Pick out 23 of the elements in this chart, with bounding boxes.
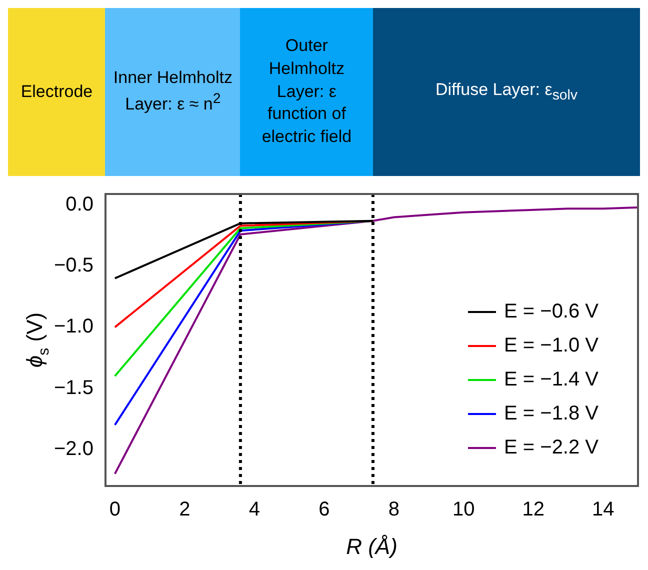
x-tick-label: 8 [388, 498, 400, 521]
y-tick-label: −0.5 [54, 254, 94, 277]
text: Diffuse Layer: ε$_{solv}$ [435, 78, 578, 106]
y-axis-title: ϕs (V) [22, 312, 53, 368]
text: Electrode [20, 80, 93, 103]
x-tick-label: 6 [318, 498, 330, 521]
y-tick-label: −2.0 [54, 438, 94, 460]
y-tick-label: 0.0 [66, 194, 94, 216]
legend-label: E = −2.2 V [504, 436, 600, 459]
x-tick-label: 2 [179, 498, 190, 521]
text: Inner Helmholtz Layer: ε ≈ n$^{2}$ [112, 67, 234, 116]
x-tick-label: 14 [592, 498, 614, 521]
legend-label: E = −1.8 V [504, 402, 600, 425]
x-tick-label: 0 [109, 498, 120, 521]
legend-label: E = −0.6 V [504, 300, 600, 323]
x-tick-label: 10 [452, 498, 475, 521]
y-tick-label: −1.0 [54, 316, 94, 338]
legend-label: E = −1.0 V [504, 334, 600, 357]
x-tick-label: 4 [248, 498, 260, 521]
legend-label: E = −1.4 V [504, 368, 600, 391]
y-tick-label: −1.5 [54, 376, 94, 399]
x-tick-label: 12 [522, 498, 545, 521]
text: Outer Helmholtz Layer: ε function of electric field [260, 34, 353, 148]
